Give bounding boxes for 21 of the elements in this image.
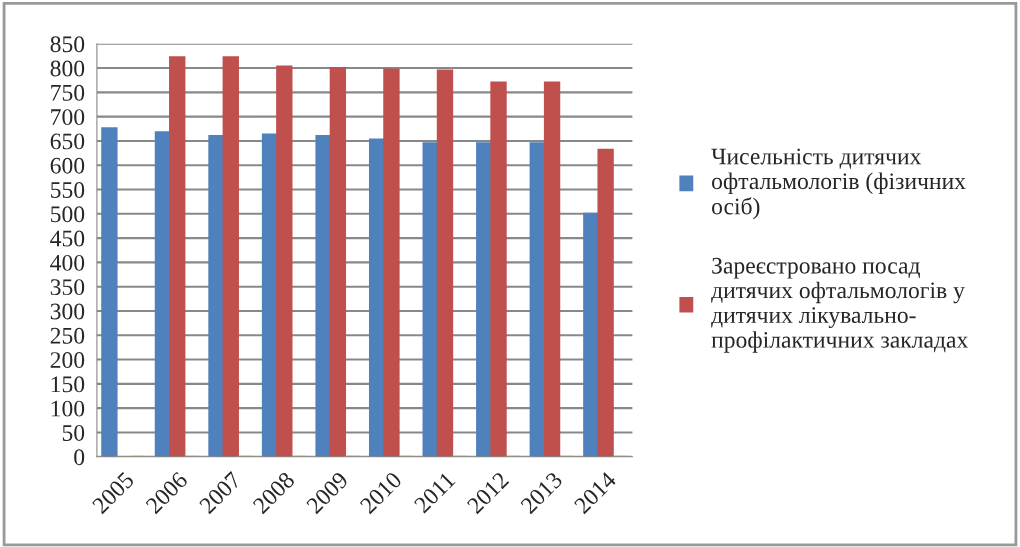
y-tick-label: 0 bbox=[74, 449, 85, 466]
y-tick-label: 400 bbox=[50, 254, 85, 271]
y-tick-label: 50 bbox=[62, 424, 85, 441]
legend-label: Чисельність дитячих офтальмологів (фізичних осіб) bbox=[711, 148, 966, 220]
y-tick-label: 450 bbox=[50, 230, 85, 247]
y-tick-label: 150 bbox=[51, 376, 85, 393]
y-tick-label: 200 bbox=[50, 352, 85, 368]
y-tick-label: 850 bbox=[50, 36, 85, 53]
y-tick-label: 350 bbox=[50, 279, 85, 296]
y-tick-label: 750 bbox=[51, 84, 85, 101]
y-tick-label: 800 bbox=[50, 60, 85, 77]
y-tick-label: 100 bbox=[51, 400, 85, 417]
y-tick-label: 250 bbox=[50, 327, 85, 344]
y-tick-label: 600 bbox=[50, 157, 85, 174]
legend-label: Зареєстровано посад дитячих офтальмологів у дитячих лікувально-профілактичних закладах bbox=[711, 257, 968, 353]
y-tick-label: 300 bbox=[50, 303, 85, 320]
y-tick-label: 650 bbox=[50, 133, 85, 150]
y-tick-label: 700 bbox=[51, 109, 85, 126]
y-tick-label: 500 bbox=[51, 206, 85, 223]
y-tick-label: 550 bbox=[51, 182, 85, 198]
x-tick-label: 2011 bbox=[413, 471, 456, 514]
